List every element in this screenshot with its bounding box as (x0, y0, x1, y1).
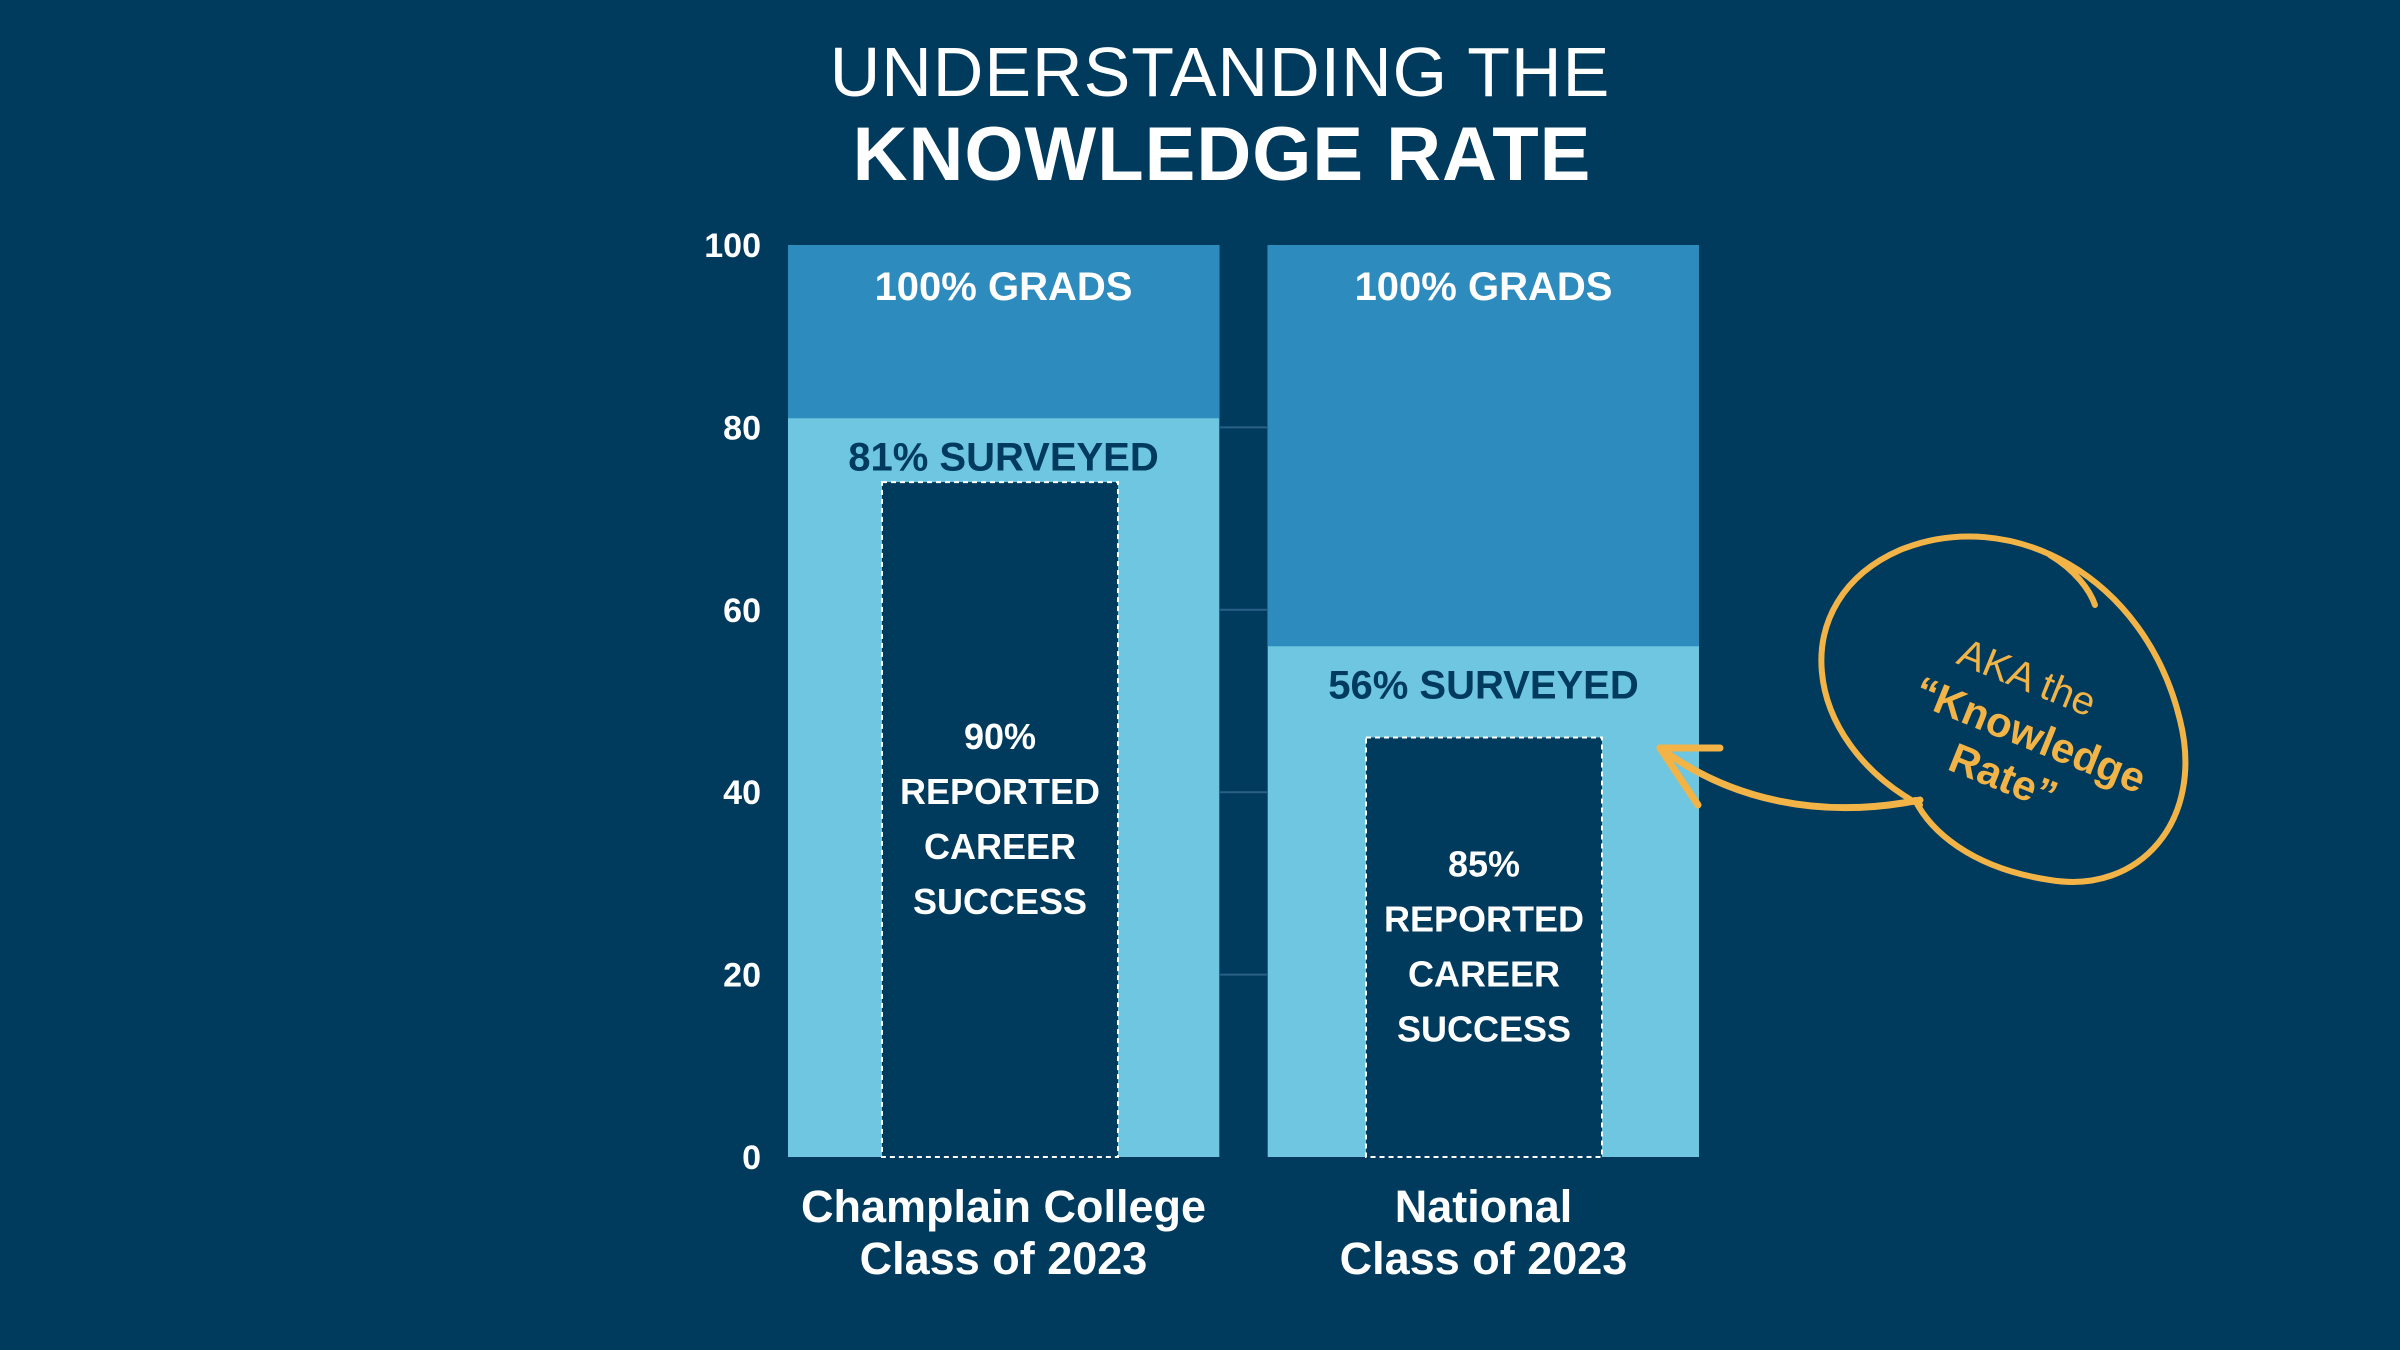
category-label: Champlain College (801, 1181, 1206, 1232)
success-label: REPORTED (1384, 899, 1584, 940)
y-tick-label: 20 (723, 957, 761, 995)
surveyed-label: 56% SURVEYED (1328, 663, 1639, 707)
success-bar (881, 481, 1119, 1158)
annotation-loop (1818, 533, 2189, 885)
grads-label: 100% GRADS (1355, 265, 1613, 309)
success-label: 85% (1448, 844, 1520, 885)
success-label: SUCCESS (913, 881, 1087, 922)
y-tick-label: 80 (723, 409, 761, 447)
title-line-2: KNOWLEDGE RATE (852, 112, 1592, 197)
chart-title: UNDERSTANDING THE KNOWLEDGE RATE (0, 32, 2400, 198)
y-tick-label: 60 (723, 592, 761, 630)
annotation-loop-tail (2047, 552, 2098, 608)
grads-label: 100% GRADS (875, 265, 1133, 309)
success-label: SUCCESS (1397, 1009, 1571, 1050)
y-tick-label: 0 (742, 1139, 761, 1177)
y-tick-label: 100 (704, 227, 761, 265)
category-label: National (1395, 1181, 1573, 1232)
success-label: 90% (964, 716, 1036, 757)
surveyed-label: 81% SURVEYED (848, 435, 1159, 479)
category-label: Class of 2023 (860, 1233, 1148, 1284)
category-label: Class of 2023 (1340, 1233, 1628, 1284)
success-label: CAREER (1408, 954, 1560, 995)
title-line-1: UNDERSTANDING THE (829, 33, 1611, 111)
success-bar (1365, 736, 1603, 1158)
success-label: CAREER (924, 826, 1076, 867)
arrow-head-icon (1656, 744, 1724, 809)
success-label: REPORTED (900, 771, 1100, 812)
y-tick-label: 40 (723, 774, 761, 812)
annotation-arrow (1656, 744, 1924, 812)
